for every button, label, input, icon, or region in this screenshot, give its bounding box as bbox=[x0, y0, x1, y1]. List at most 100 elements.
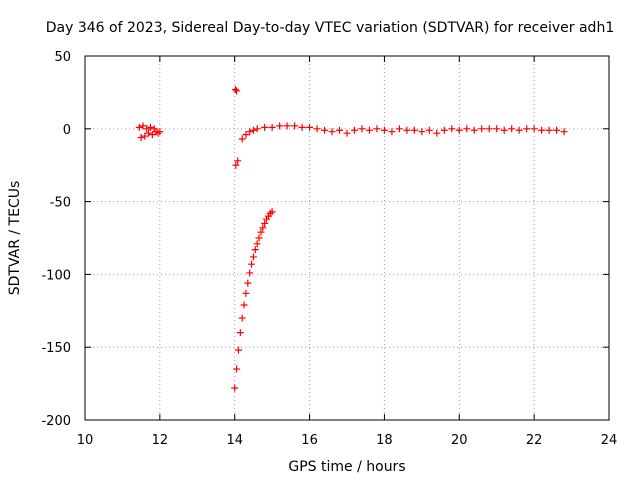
data-point bbox=[261, 219, 269, 227]
data-point bbox=[248, 260, 256, 268]
data-point bbox=[141, 132, 149, 140]
y-tick-label: -150 bbox=[41, 341, 71, 356]
axis-ticks: 10 12 14 16 18 20 22 24 50 0 -50 -100 -150 -200 bbox=[41, 50, 617, 448]
y-tick-label: -100 bbox=[41, 268, 71, 283]
data-point bbox=[365, 126, 373, 134]
data-point bbox=[236, 329, 244, 337]
x-tick-label: 20 bbox=[451, 433, 468, 448]
data-point bbox=[336, 126, 344, 134]
data-point bbox=[298, 123, 306, 131]
data-point bbox=[545, 126, 553, 134]
y-tick-label: 50 bbox=[54, 50, 71, 65]
x-tick-label: 24 bbox=[601, 433, 618, 448]
y-tick-label: -50 bbox=[50, 196, 71, 211]
data-point bbox=[283, 122, 291, 130]
data-point bbox=[321, 126, 329, 134]
data-point bbox=[313, 125, 321, 133]
data-point bbox=[259, 224, 267, 232]
data-point bbox=[233, 87, 241, 95]
data-point bbox=[306, 123, 314, 131]
data-point bbox=[553, 126, 561, 134]
data-point bbox=[137, 134, 145, 142]
data-point bbox=[253, 240, 261, 248]
x-tick-label: 18 bbox=[376, 433, 393, 448]
data-point bbox=[233, 365, 241, 373]
y-tick-label: 0 bbox=[63, 123, 71, 138]
data-point bbox=[538, 126, 546, 134]
series-main-band bbox=[238, 122, 568, 143]
data-point bbox=[276, 122, 284, 130]
data-point bbox=[455, 126, 463, 134]
x-tick-label: 16 bbox=[301, 433, 318, 448]
data-point bbox=[500, 126, 508, 134]
series-cluster-11.5h bbox=[135, 122, 164, 142]
data-point bbox=[234, 346, 242, 354]
data-point bbox=[268, 123, 276, 131]
data-point bbox=[463, 125, 471, 133]
chart-title: Day 346 of 2023, Sidereal Day-to-day VTE… bbox=[46, 20, 614, 36]
data-point bbox=[440, 126, 448, 134]
data-point bbox=[530, 125, 538, 133]
data-point bbox=[242, 131, 250, 139]
data-point bbox=[147, 123, 154, 131]
data-point bbox=[358, 125, 366, 133]
data-point bbox=[242, 289, 250, 297]
data-point bbox=[143, 125, 151, 133]
data-point bbox=[231, 85, 239, 93]
data-point bbox=[433, 129, 441, 137]
x-tick-label: 22 bbox=[526, 433, 543, 448]
data-point bbox=[328, 128, 336, 136]
x-tick-label: 10 bbox=[77, 433, 94, 448]
data-point bbox=[238, 135, 246, 143]
data-point bbox=[135, 123, 143, 131]
x-axis-label: GPS time / hours bbox=[288, 459, 405, 475]
data-point bbox=[291, 122, 299, 130]
data-point bbox=[560, 128, 568, 136]
data-point bbox=[257, 228, 265, 236]
data-point bbox=[373, 125, 381, 133]
data-point bbox=[234, 157, 242, 165]
data-point bbox=[156, 128, 164, 136]
data-point bbox=[249, 126, 257, 134]
data-point bbox=[523, 125, 531, 133]
data-point bbox=[478, 125, 486, 133]
x-tick-label: 14 bbox=[226, 433, 243, 448]
data-point bbox=[343, 129, 351, 137]
data-point bbox=[148, 131, 156, 139]
data-point bbox=[246, 128, 254, 136]
data-point bbox=[425, 126, 433, 134]
data-point bbox=[244, 279, 252, 287]
data-point bbox=[249, 253, 257, 261]
data-point bbox=[508, 125, 516, 133]
data-point bbox=[448, 125, 456, 133]
plot-frame bbox=[84, 55, 610, 421]
y-axis-label: SDTVAR / TECUs bbox=[7, 181, 23, 296]
data-point bbox=[238, 314, 246, 322]
series-descending-arc bbox=[231, 208, 276, 392]
data-point bbox=[470, 126, 478, 134]
data-point bbox=[493, 125, 501, 133]
data-point bbox=[515, 126, 523, 134]
data-point bbox=[418, 128, 426, 136]
y-tick-label: -200 bbox=[41, 414, 71, 429]
grid-lines bbox=[85, 56, 609, 420]
data-point bbox=[251, 246, 259, 254]
data-point bbox=[485, 125, 493, 133]
data-point bbox=[395, 125, 403, 133]
data-point bbox=[145, 129, 153, 137]
data-point bbox=[232, 161, 240, 169]
data-point bbox=[380, 126, 388, 134]
data-point bbox=[139, 122, 147, 130]
data-point bbox=[261, 123, 269, 131]
data-point bbox=[240, 301, 248, 309]
data-points bbox=[135, 85, 568, 392]
data-point bbox=[255, 234, 263, 242]
data-point bbox=[253, 125, 261, 133]
data-point bbox=[388, 128, 396, 136]
data-point bbox=[246, 269, 254, 277]
x-tick-label: 12 bbox=[152, 433, 169, 448]
data-point bbox=[350, 126, 358, 134]
data-point bbox=[410, 126, 418, 134]
series-isolated-14h bbox=[231, 85, 242, 169]
